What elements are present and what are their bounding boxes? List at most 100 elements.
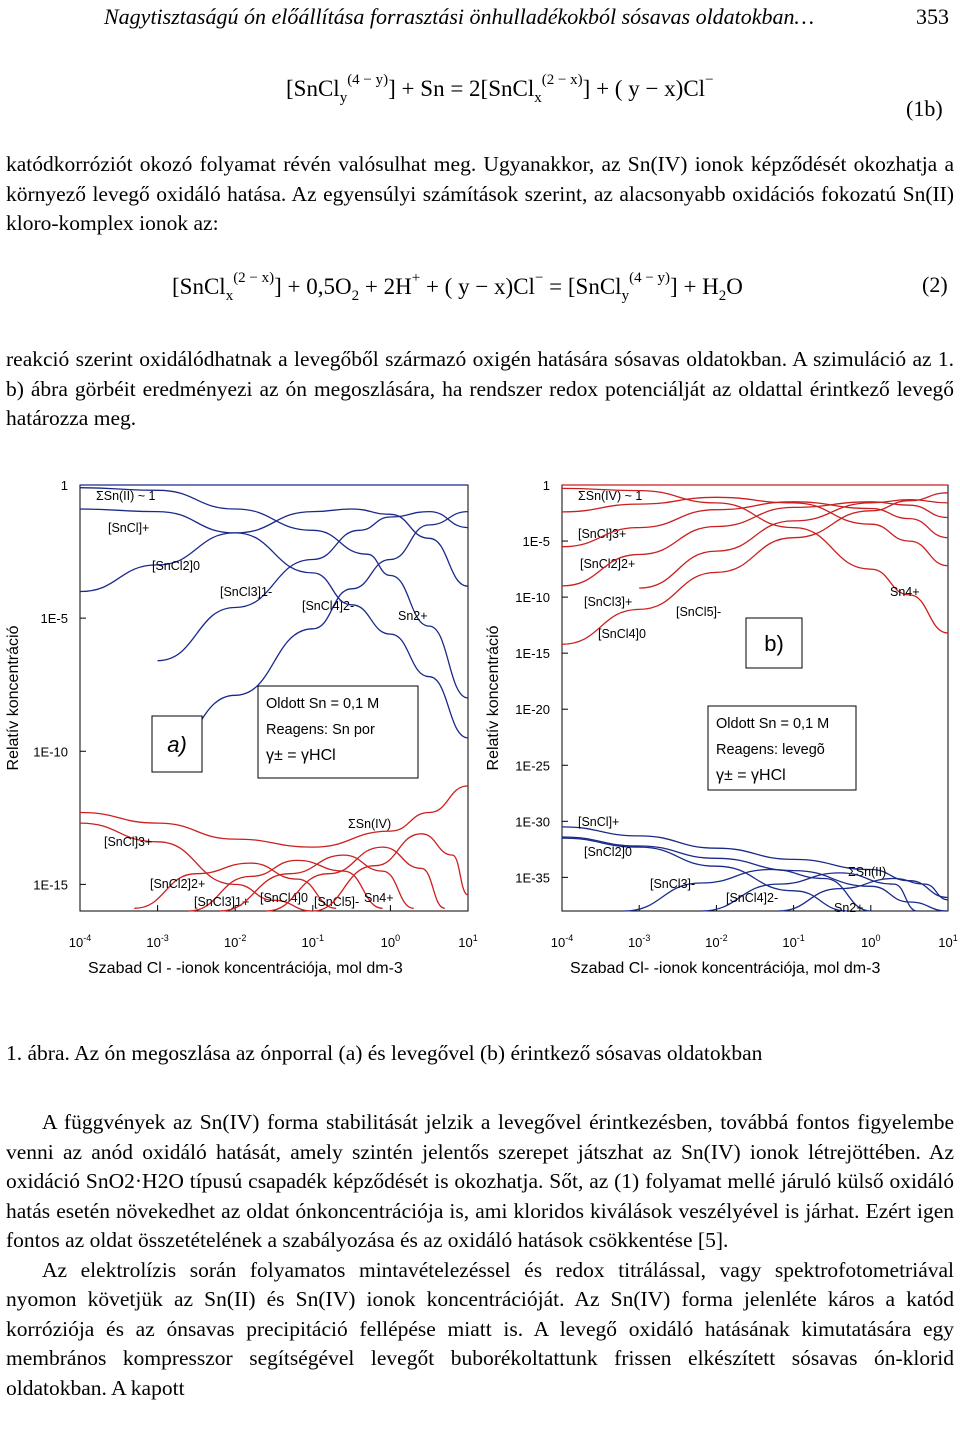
figure-caption-text: Az ón megoszlása az ónporral (a) és leve… [69, 1041, 763, 1065]
y-tick-label: 1E-5 [41, 611, 68, 626]
series-line [79, 785, 469, 848]
y-tick-label: 1E-15 [515, 646, 550, 661]
y-tick-label: 1E-35 [515, 870, 550, 885]
equation-2: [SnClx(2 − x)] + 0,5O2 + 2H+ + ( y − x)C… [172, 270, 743, 304]
page-number: 353 [916, 4, 949, 29]
info-box-line: Oldott Sn = 0,1 M [266, 696, 379, 712]
series-label: ΣSn(II) [848, 865, 886, 879]
equation-2-number: (2) [922, 272, 948, 297]
y-tick-label: 1E-10 [33, 744, 68, 759]
panel-label-box [151, 715, 203, 773]
paragraph-1: katódkorróziót okozó folyamat révén való… [6, 152, 954, 235]
panel-label: b) [764, 631, 784, 656]
chart-panel-a: 1 1E-5 1E-10 1E-15 10-4 10-3 10-2 10-1 100 101 Sza… [5, 478, 478, 977]
series-line [157, 510, 469, 662]
chart-panel-b: 1 1E-5 1E-10 1E-15 1E-20 1E-25 1E-30 1E-35 10-4 1… [485, 478, 958, 977]
y-tick-label: 1E-10 [515, 590, 550, 605]
series-line [561, 836, 949, 912]
info-box-line: Reagens: levegõ [716, 742, 825, 758]
series-label: [SnCl3]+ [584, 595, 632, 609]
x-axis-title: Szabad Cl- -ionok koncentrációja, mol dm… [570, 960, 880, 977]
info-box-line: Reagens: Sn por [266, 722, 375, 738]
series-line [79, 508, 469, 739]
series-line [219, 854, 414, 912]
series-label: [SnCl]+ [108, 521, 149, 535]
x-tick-label: 10-4 [69, 933, 91, 950]
series-line [561, 501, 949, 548]
series-line [561, 487, 949, 634]
y-tick-label: 1E-25 [515, 758, 550, 773]
series-line [561, 837, 848, 912]
series-label: Sn4+ [364, 891, 394, 905]
series-label: [SnCl]3+ [104, 835, 152, 849]
equation-1b: [SnCly(4 − y)] + Sn = 2[SnClx(2 − x)] + … [286, 72, 714, 106]
series-label: Sn4+ [890, 585, 920, 599]
equation-1b-number: (1b) [906, 96, 943, 121]
series-label: [SnCl3]1- [220, 585, 272, 599]
y-axis-title: Relatív koncentráció [485, 625, 502, 770]
series-line [79, 508, 469, 593]
series-label: [SnCl2]0 [584, 845, 632, 859]
series-line [561, 501, 949, 587]
series-label: [SnCl3]1+ [194, 895, 249, 909]
series-label: [SnCl4]2- [726, 891, 778, 905]
x-tick-label: 101 [938, 933, 957, 950]
series-line [79, 822, 313, 912]
y-tick-label: 1 [61, 478, 68, 493]
x-tick-label: 101 [458, 933, 477, 950]
running-title: Nagytisztaságú ón előállítása forrasztás… [104, 4, 815, 29]
series-label: [SnCl4]0 [598, 627, 646, 641]
x-tick-label: 10-2 [705, 933, 727, 950]
figure-caption: 1. ábra. Az ón megoszlása az ónporral (a… [6, 1041, 762, 1066]
info-box [257, 685, 419, 779]
series-line [312, 833, 469, 912]
paragraph-4: Az elektrolízis során folyamatos mintavé… [6, 1257, 954, 1400]
x-tick-label: 100 [861, 933, 880, 950]
info-box-line: γ± = γHCl [266, 747, 336, 764]
series-line [700, 872, 918, 912]
y-tick-label: 1E-15 [33, 877, 68, 892]
series-label: [SnCl5]- [314, 895, 359, 909]
series-label: Sn2+ [834, 901, 864, 915]
series-label: [SnCl3]- [650, 877, 695, 891]
series-label: [SnCl4]0 [260, 891, 308, 905]
y-tick-label: 1E-5 [523, 534, 550, 549]
paragraph-2: reakció szerint oxidálódhatnak a levegőb… [6, 347, 954, 430]
series-label: [SnCl2]2+ [150, 877, 205, 891]
series-line [778, 877, 949, 912]
x-tick-label: 10-3 [146, 933, 168, 950]
series-line [188, 859, 383, 912]
series-line [79, 487, 469, 699]
y-tick-label: 1E-30 [515, 814, 550, 829]
panel-label: a) [167, 732, 187, 757]
series-label: Sn2+ [398, 609, 428, 623]
figure-1: 1 1E-5 1E-10 1E-15 10-4 10-3 10-2 10-1 100 101 Sza… [5, 478, 958, 977]
series-label: [SnCl4]2- [302, 599, 354, 613]
x-tick-label: 10-1 [782, 933, 804, 950]
y-tick-label: 1 [543, 478, 550, 493]
x-axis-title: Szabad Cl - -ionok koncentrációja, mol d… [88, 960, 403, 977]
body-text: A függvények az Sn(IV) forma stabilitásá… [6, 1108, 954, 1403]
series-line [623, 868, 871, 912]
info-box [707, 705, 857, 791]
x-tick-label: 10-4 [551, 933, 573, 950]
x-tick-label: 10-2 [224, 933, 246, 950]
info-box-line: γ± = γHCl [716, 767, 786, 784]
paragraph-3: A függvények az Sn(IV) forma stabilitásá… [6, 1110, 954, 1252]
series-label: ΣSn(IV) ~ 1 [578, 489, 642, 503]
y-axis-title: Relatív koncentráció [5, 625, 22, 770]
series-line [266, 846, 445, 912]
series-label: [SnCl]+ [578, 815, 619, 829]
x-tick-label: 10-1 [302, 933, 324, 950]
series-line [157, 510, 469, 763]
y-tick-label: 1E-20 [515, 702, 550, 717]
series-label: [SnCl]3+ [578, 527, 626, 541]
series-line [639, 498, 949, 589]
series-line [561, 492, 949, 645]
series-label: ΣSn(II) ~ 1 [96, 489, 156, 503]
series-label: [SnCl5]- [676, 605, 721, 619]
x-tick-label: 10-3 [628, 933, 650, 950]
series-label: [SnCl2]0 [152, 559, 200, 573]
series-line [561, 826, 949, 899]
figure-caption-label: 1. ábra. [6, 1041, 70, 1065]
